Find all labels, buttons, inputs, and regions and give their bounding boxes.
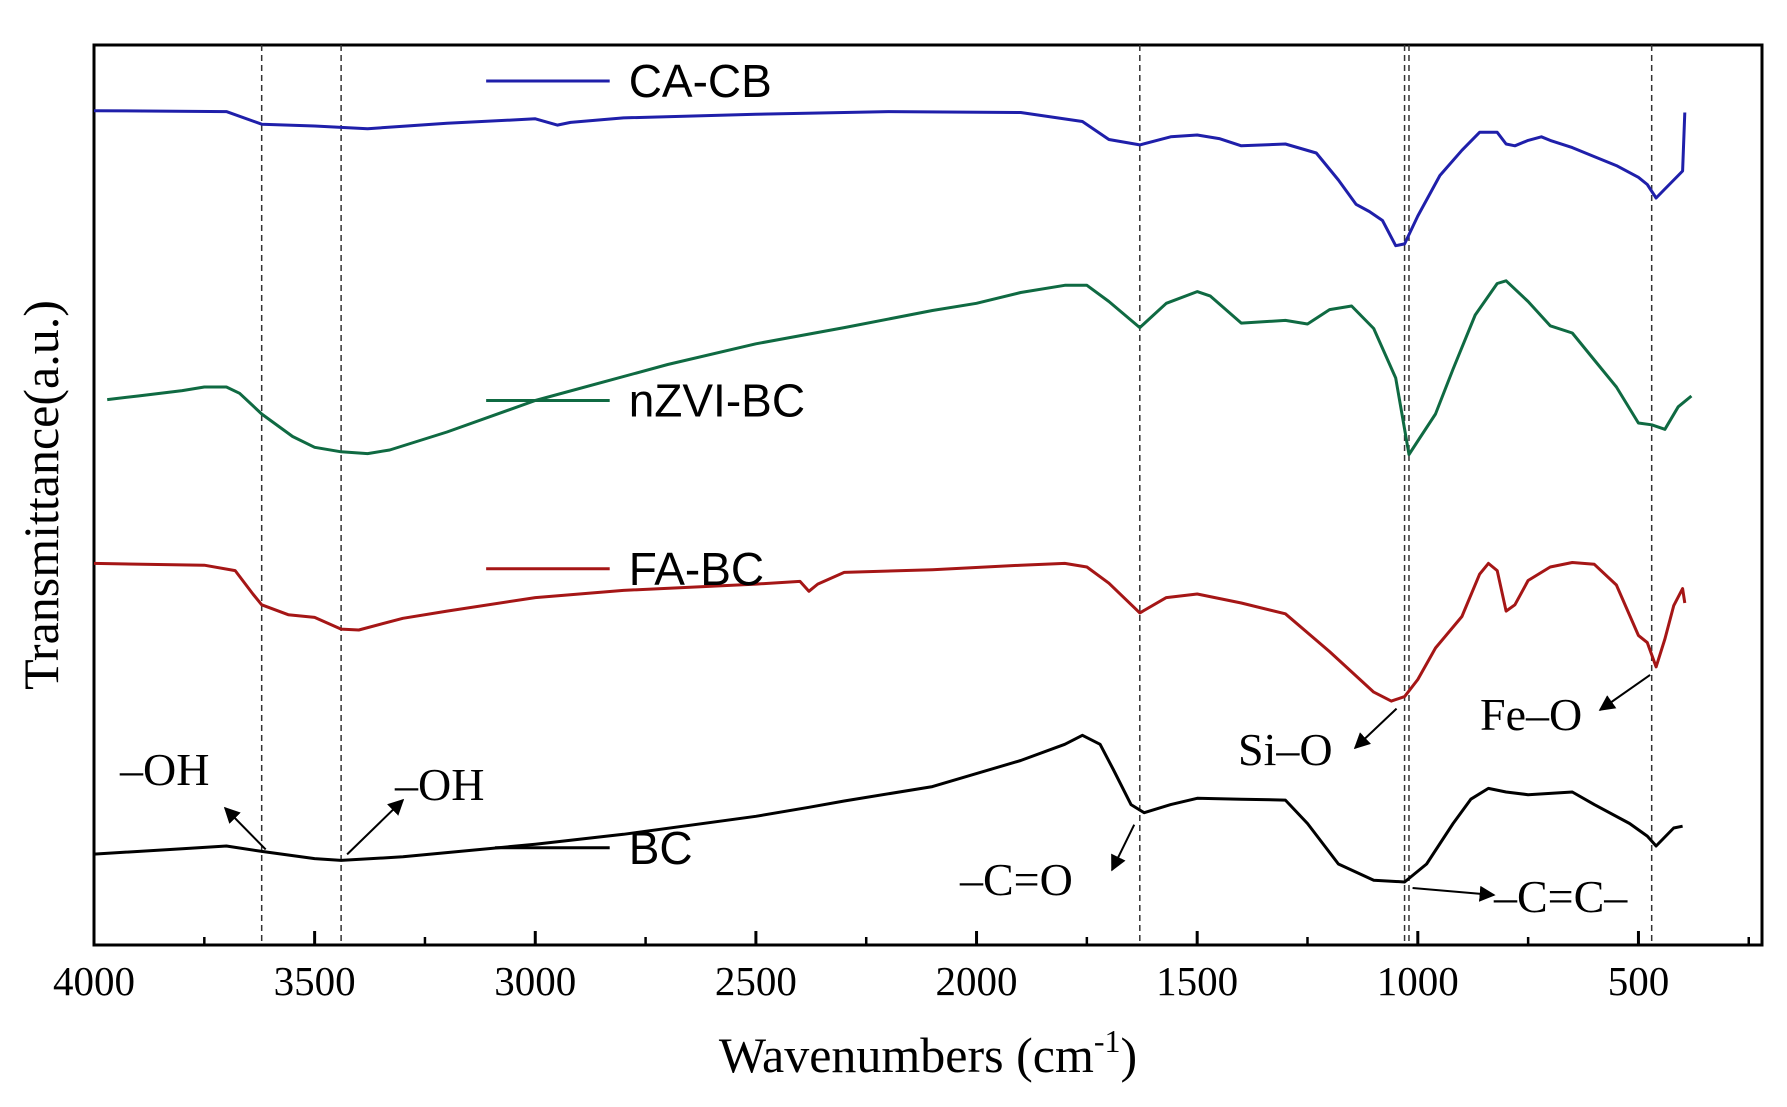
x-axis-title-main: Wavenumbers (cm [719,1027,1094,1083]
y-axis-title: Transmittance(a.u.) [13,300,69,690]
annotation-arrow [1111,824,1136,872]
series-line-fa-bc [93,561,1687,703]
x-tick-label: 3500 [274,958,356,1004]
x-axis-title: Wavenumbers (cm-1) [719,1023,1137,1083]
annotation-arrow [1353,707,1398,750]
annotation-label: –OH [119,744,209,795]
reference-lines [260,45,1653,945]
plot-frame [92,43,1764,947]
annotation-label: –OH [394,759,484,810]
annotation-label: Si–O [1238,724,1333,775]
series-line-nzvi-bc [107,279,1693,456]
annotation-arrow [346,798,405,856]
series-line-bc [93,733,1683,884]
legend-label-bc: BC [629,822,693,874]
x-tick-label: 2500 [715,958,797,1004]
annotation-arrow [1412,885,1496,902]
x-tick-label: 1500 [1156,958,1238,1004]
annotation-label: –C=C– [1493,871,1628,922]
x-tick-label: 4000 [53,958,135,1004]
x-tick-label: 3000 [494,958,576,1004]
x-axis-title-end: ) [1121,1027,1138,1083]
annotation-arrow [223,806,267,851]
legend-label-fa-bc: FA-BC [629,543,764,595]
x-tick-label: 1000 [1377,958,1459,1004]
annotation-label: –C=O [959,854,1073,905]
annotation-label: Fe–O [1480,689,1582,740]
legend: CA-CB nZVI-BC FA-BC BC [486,55,805,874]
x-tick-label: 500 [1608,958,1670,1004]
x-ticks: 4000 3500 3000 2500 2000 1500 1000 500 [53,931,1751,1004]
legend-label-nzvi-bc: nZVI-BC [629,375,805,427]
x-axis-title-superscript: -1 [1094,1023,1121,1059]
annotation-arrow [1598,674,1651,711]
x-tick-label: 2000 [936,958,1018,1004]
series-line-ca-cb [93,109,1687,248]
annotations: –OH –OH –C=O Si–O Fe–O –C=C– [119,674,1651,922]
legend-label-ca-cb: CA-CB [629,55,772,107]
series-group [93,109,1693,884]
